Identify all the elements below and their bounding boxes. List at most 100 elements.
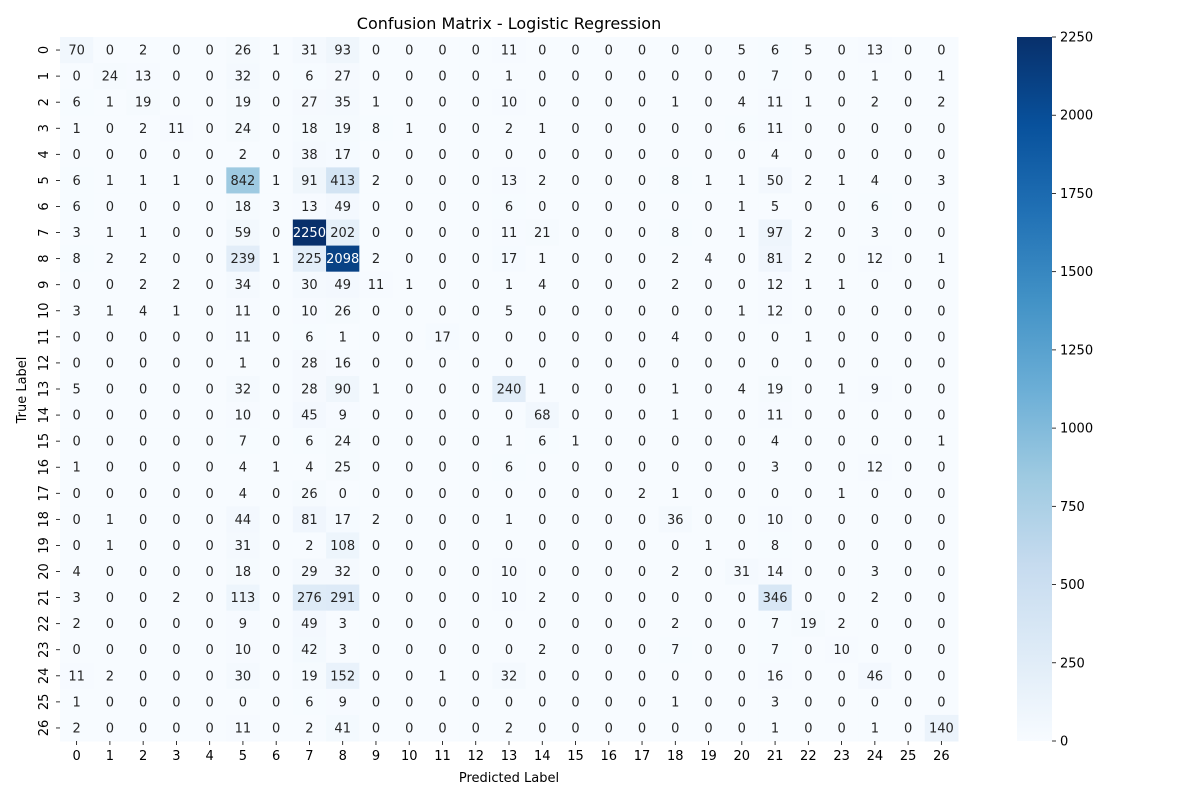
cell-value-label: 0	[438, 409, 446, 424]
heatmap-cell	[193, 402, 227, 429]
cell-value-label: 0	[405, 617, 413, 632]
cell-value-label: 11	[767, 409, 784, 424]
cell-value-label: 0	[172, 461, 180, 476]
y-axis-label: True Label	[15, 357, 30, 425]
cell-value-label: 0	[172, 148, 180, 163]
cell-value-label: 3	[72, 226, 80, 241]
heatmap-cell	[60, 480, 94, 507]
cell-value-label: 0	[638, 44, 646, 59]
cell-value-label: 0	[738, 669, 746, 684]
heatmap-cell	[60, 271, 94, 299]
cell-value-label: 2	[671, 617, 679, 632]
cell-value-label: 0	[472, 330, 480, 345]
cell-value-label: 0	[272, 539, 280, 554]
heatmap-cell	[558, 532, 593, 559]
heatmap-cell	[758, 219, 793, 247]
heatmap-cell	[159, 115, 194, 142]
cell-value-label: 0	[804, 669, 812, 684]
cell-value-label: 0	[937, 461, 945, 476]
heatmap-cell	[824, 349, 859, 377]
heatmap-cell	[758, 558, 793, 586]
cell-value-label: 0	[438, 200, 446, 215]
heatmap-cell	[292, 610, 327, 638]
heatmap-cell	[691, 532, 726, 559]
cell-value-label: 0	[372, 304, 380, 319]
heatmap-cell	[858, 141, 892, 168]
y-tick-label: 18	[37, 511, 52, 528]
cell-value-label: 8	[671, 226, 679, 241]
heatmap-cell	[525, 37, 560, 64]
heatmap-cell	[791, 428, 826, 455]
cell-value-label: 0	[172, 487, 180, 502]
cell-value-label: 0	[605, 278, 613, 293]
heatmap-cell	[226, 688, 261, 716]
cell-value-label: 0	[438, 278, 446, 293]
cell-value-label: 0	[904, 383, 912, 398]
heatmap-cell	[326, 115, 360, 142]
heatmap-cell	[259, 584, 294, 612]
cell-value-label: 0	[438, 643, 446, 658]
heatmap-cell	[758, 662, 793, 690]
x-tick-label: 10	[401, 749, 418, 764]
cell-value-label: 0	[837, 252, 845, 267]
cell-value-label: 0	[106, 44, 114, 59]
heatmap-cell	[858, 271, 892, 299]
heatmap-cell	[459, 454, 493, 481]
cell-value-label: 0	[538, 330, 546, 345]
cell-value-label: 0	[272, 721, 280, 736]
heatmap-cell	[159, 167, 194, 194]
heatmap-cell	[525, 193, 560, 221]
cell-value-label: 0	[106, 461, 114, 476]
heatmap-cell	[924, 115, 959, 142]
cell-value-label: 0	[638, 461, 646, 476]
cell-value-label: 1	[671, 695, 679, 710]
cell-value-label: 0	[704, 330, 712, 345]
cell-value-label: 0	[605, 44, 613, 59]
cell-value-label: 0	[405, 330, 413, 345]
cell-value-label: 1	[106, 304, 114, 319]
heatmap-cell	[658, 584, 693, 612]
heatmap-cell	[691, 193, 726, 221]
cell-value-label: 4	[671, 330, 679, 345]
heatmap-cell	[658, 323, 693, 351]
cell-value-label: 1	[372, 383, 380, 398]
heatmap-cell	[292, 480, 327, 507]
cell-value-label: 1	[172, 304, 180, 319]
heatmap-cell	[924, 37, 959, 64]
heatmap-cell	[658, 532, 693, 559]
cell-value-label: 0	[904, 721, 912, 736]
cell-value-label: 19	[767, 383, 784, 398]
cell-value-label: 0	[605, 617, 613, 632]
cell-value-label: 0	[505, 539, 513, 554]
cell-value-label: 2	[106, 669, 114, 684]
cell-value-label: 0	[904, 539, 912, 554]
heatmap-cell	[459, 271, 493, 299]
cell-value-label: 0	[671, 539, 679, 554]
heatmap-cell	[924, 610, 959, 638]
cell-value-label: 19	[235, 96, 252, 111]
cell-value-label: 26	[334, 304, 351, 319]
cell-value-label: 0	[605, 643, 613, 658]
cell-value-label: 0	[738, 591, 746, 606]
cell-value-label: 0	[405, 200, 413, 215]
heatmap-cell	[326, 271, 360, 299]
heatmap-cell	[292, 349, 327, 377]
heatmap-cell	[791, 584, 826, 612]
cell-value-label: 4	[538, 278, 546, 293]
heatmap-cell	[891, 688, 926, 716]
cell-value-label: 0	[372, 409, 380, 424]
cell-value-label: 42	[301, 643, 318, 658]
x-tick-label: 25	[900, 749, 917, 764]
cell-value-label: 0	[937, 539, 945, 554]
heatmap-cell	[525, 454, 560, 481]
heatmap-cell	[492, 662, 527, 690]
cell-value-label: 32	[501, 669, 518, 684]
colorbar-tick-label: 500	[1060, 578, 1085, 593]
cell-value-label: 0	[904, 591, 912, 606]
heatmap-cell	[791, 662, 826, 690]
heatmap-cell	[459, 714, 493, 742]
heatmap-cell	[93, 636, 128, 664]
heatmap-cell	[459, 193, 493, 221]
cell-value-label: 0	[638, 435, 646, 450]
cell-value-label: 0	[704, 200, 712, 215]
